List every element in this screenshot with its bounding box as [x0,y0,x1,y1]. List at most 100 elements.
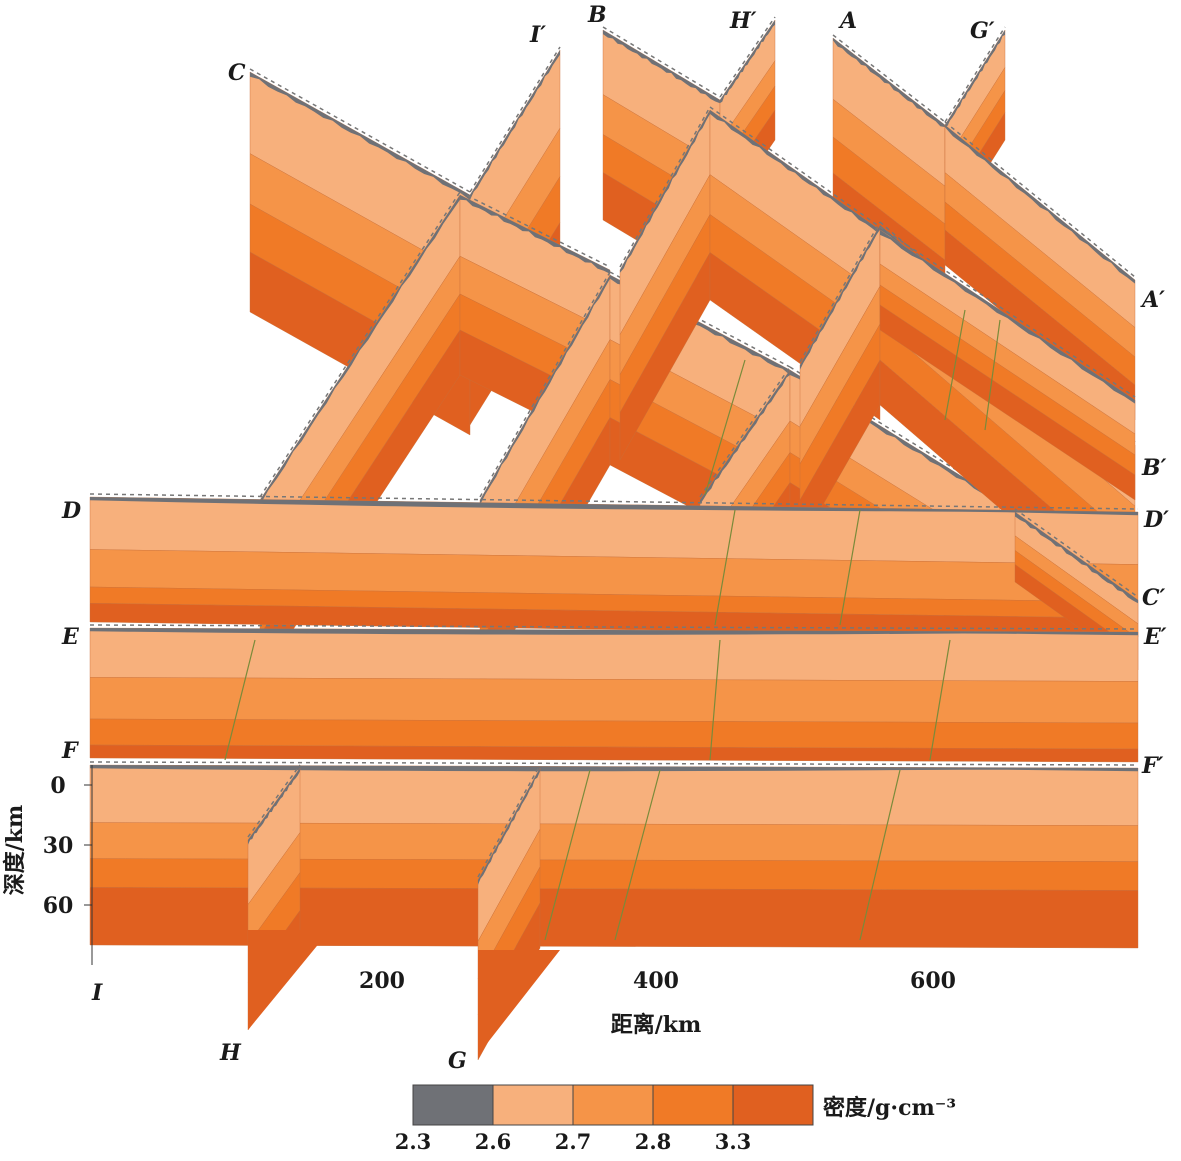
sediment-layer [880,230,1135,404]
sediment-layer [700,370,790,505]
legend-swatch [732,1084,814,1126]
legend-title: 密度/g·cm⁻³ [823,1095,956,1121]
sediment-layer [1015,512,1138,604]
profile-label-c: C [228,60,246,86]
profile-label-d: D [61,498,81,524]
profile-panels [89,16,1139,1061]
station-markers [619,106,711,268]
density-layer-3 [89,718,1139,750]
profile-label-b: B [587,2,607,28]
profile-label-e-prime: E′ [1143,624,1167,650]
legend-swatch [492,1084,574,1126]
profile-C-lower [1014,508,1139,671]
sediment-layer [478,768,540,885]
profile-label-e: E [61,624,80,650]
profile-H-wedge [248,930,330,1030]
station-markers [944,26,1006,123]
profile-label-g-prime: G′ [970,18,995,44]
fault-trace [714,509,736,626]
profile-label-i-prime: I′ [529,22,546,48]
density-layer-1 [89,764,1139,826]
fault-trace [859,769,901,941]
station-markers [479,271,611,498]
profile-label-b-prime: B′ [1141,455,1167,481]
profile-label-h-prime: H′ [729,8,757,34]
legend-value: 2.7 [555,1129,592,1154]
profile-E [89,624,1139,763]
legend-swatch [652,1084,734,1126]
depth-tick-label: 0 [50,773,65,799]
sediment-layer [620,110,710,273]
sediment-layer [603,30,720,104]
distance-axis-label: 距离/km [611,1012,702,1038]
density-layer-4 [89,887,1139,949]
profile-G-wedge [478,950,560,1055]
sediment-layer [800,225,880,370]
depth-tick-label: 30 [43,833,74,859]
legend-value: 2.6 [475,1129,512,1154]
profile-label-a-prime: A′ [1140,287,1165,313]
sediment-layer [720,20,775,104]
sediment-layer [460,195,610,274]
legend-value: 3.3 [715,1129,752,1154]
depth-axis-label: 深度/km [2,805,28,896]
sediment-layer [710,110,880,235]
station-markers [247,764,301,838]
profile-label-f-prime: F′ [1141,753,1164,779]
sediment-layer [945,30,1005,128]
sediment-layer [250,72,470,200]
station-markers [709,106,881,228]
sediment-layer [945,125,1135,284]
station-markers [799,221,881,363]
distance-tick-label: 200 [359,968,405,994]
fault-trace [944,309,966,421]
sediment-layer [90,765,1138,772]
station-markers [879,226,1136,398]
profile-label-g: G [448,1048,467,1074]
profile-label-f: F [61,738,79,764]
profile-label-a: A [838,8,857,34]
sediment-layer [90,497,1138,516]
sediment-layer [833,38,945,128]
legend-swatch [412,1084,494,1126]
legend-value: 2.3 [395,1129,432,1154]
sediment-layer [480,275,610,505]
profile-label-d-prime: D′ [1143,507,1169,533]
station-markers [89,493,1139,510]
fault-trace [709,639,721,761]
sediment-layer [90,628,1138,636]
density-layer-2 [89,822,1139,862]
density-layer-3 [89,858,1139,891]
distance-tick-label: 600 [910,968,956,994]
station-markers [602,26,721,98]
legend-value: 2.8 [635,1129,672,1154]
profile-label-i: I [91,980,103,1006]
profile-label-c-prime: C′ [1142,585,1166,611]
station-markers [719,16,776,98]
density-layer-4 [89,744,1139,763]
sediment-layer [260,195,460,505]
fault-trace [704,359,746,496]
legend-swatch [572,1084,654,1126]
station-markers [459,191,611,268]
fault-trace [614,769,661,941]
density-legend: 2.3 2.6 2.7 2.8 3.3 密度/g·cm⁻³ [395,1084,956,1154]
station-markers [1014,508,1139,598]
fault-trace [839,509,861,626]
profile-label-h: H [219,1040,242,1066]
station-markers [89,624,1139,630]
profile-F [89,761,1139,949]
profile-C-upper [249,68,471,436]
profile-H-upper-chevron-seg1 [619,106,711,461]
sediment-layer [248,768,300,845]
sediment-layer [470,50,560,200]
profile-B-mid [879,226,1136,501]
station-markers [699,366,791,498]
profile-D [89,493,1139,638]
fault-trace [984,319,1001,431]
station-markers [249,68,471,193]
profile-labels: A A′ B B′ C C′ D D′ E E′ F F′ G G′ H H′ I I′ [61,2,1169,1074]
fault-trace [544,769,591,941]
fault-trace [929,639,951,761]
